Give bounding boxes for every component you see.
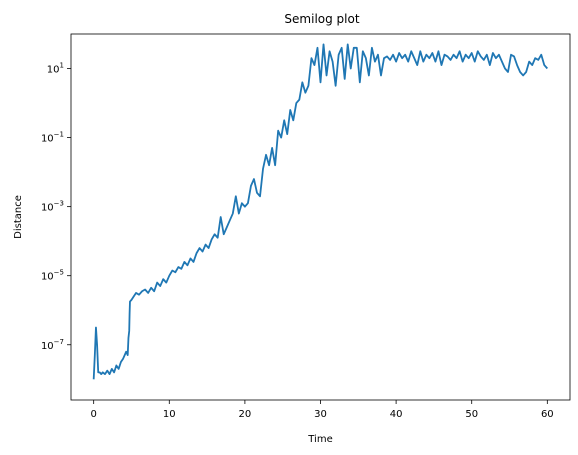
y-tick-label: 10−1: [41, 131, 64, 145]
x-axis-ticks: 0 10 20 30 40 50 60: [90, 400, 554, 420]
x-axis-label: Time: [307, 434, 332, 445]
x-tick-label: 0: [90, 409, 96, 420]
x-tick-label: 60: [541, 409, 554, 420]
y-tick-label: 10−5: [41, 269, 64, 283]
y-axis-label: Distance: [13, 195, 24, 239]
x-tick-label: 50: [465, 409, 478, 420]
y-axis-ticks: 10−7 10−5 10−3 10−1 101: [41, 62, 71, 352]
series-line: [92, 43, 548, 380]
plot-frame: [70, 33, 571, 401]
chart-title: Semilog plot: [284, 12, 359, 26]
x-tick-label: 40: [390, 409, 403, 420]
y-tick-label: 101: [47, 62, 64, 76]
x-tick-label: 10: [163, 409, 176, 420]
plot-area: 0 10 20 30 40 50 60 10−7 10−5 10−3 10−1 101: [41, 33, 571, 420]
y-tick-label: 10−3: [41, 200, 64, 214]
x-tick-label: 20: [239, 409, 252, 420]
x-tick-label: 30: [314, 409, 327, 420]
y-tick-label: 10−7: [41, 338, 64, 352]
